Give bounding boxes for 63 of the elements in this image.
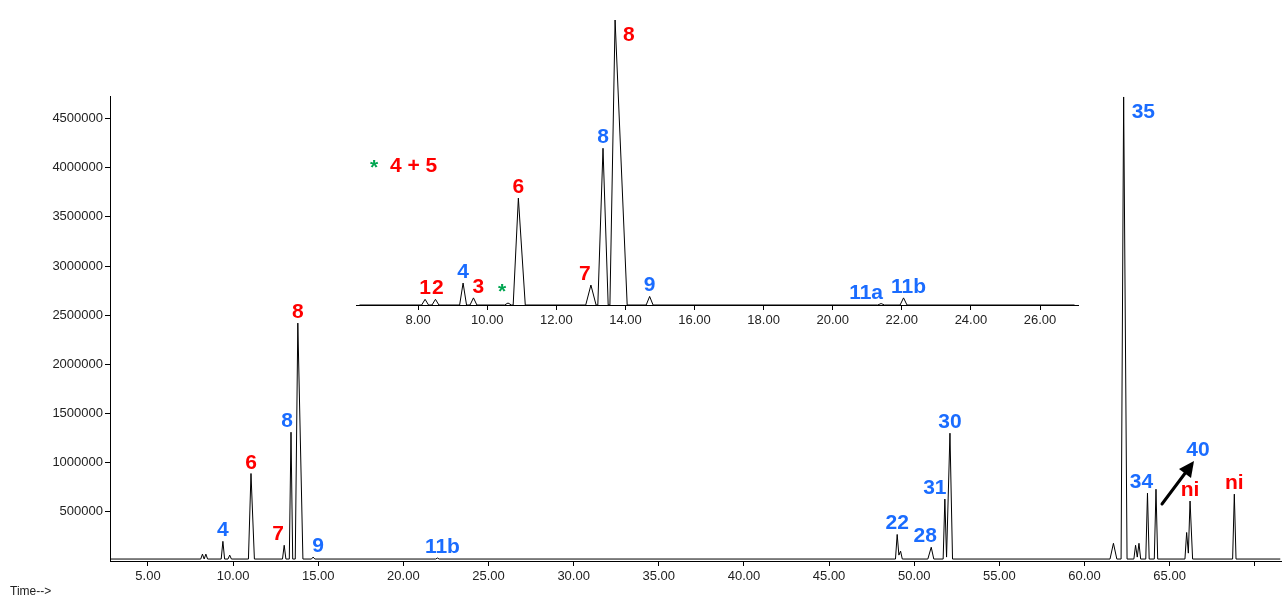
annotation: 7 — [579, 261, 591, 285]
y-tick-label: 2000000 — [52, 355, 103, 371]
annotation: 9 — [643, 272, 656, 296]
x-tick-label: 65.00 — [1153, 568, 1186, 584]
annotation: 34 — [1129, 469, 1154, 493]
x-tick-label: 55.00 — [983, 568, 1016, 584]
x-tick-label: 25.00 — [472, 568, 505, 584]
annotation: * — [369, 155, 379, 178]
x-axis-title: Time--> — [10, 584, 52, 598]
y-tick-label: 1500000 — [52, 405, 103, 421]
y-tick-label: 3000000 — [52, 257, 103, 273]
annotation: 8 — [597, 124, 610, 148]
y-tick-label: 2500000 — [52, 306, 103, 322]
annotation: 7 — [272, 521, 285, 545]
annotation: 8 — [623, 22, 636, 45]
x-tick-label: 16.00 — [678, 312, 711, 328]
annotation: 11a — [849, 279, 884, 303]
annotation: 8 — [281, 408, 294, 432]
x-tick-label: 60.00 — [1068, 568, 1101, 584]
annotation: 6 — [245, 449, 257, 473]
x-tick-label: 18.00 — [747, 312, 780, 328]
y-tick-label: 3500000 — [52, 208, 103, 224]
annotation: ni — [1224, 470, 1244, 494]
x-tick-label: 22.00 — [885, 312, 919, 328]
x-tick-label: 45.00 — [812, 568, 846, 584]
x-tick-label: 40.00 — [727, 568, 761, 584]
annotation: 28 — [913, 523, 938, 547]
x-tick-label: 50.00 — [897, 568, 931, 584]
x-tick-label: 24.00 — [954, 312, 988, 328]
annotation: * — [497, 279, 507, 303]
annotation: 4 + 5 — [390, 153, 438, 176]
x-tick-label: 35.00 — [642, 568, 676, 584]
y-tick-label: 4000000 — [52, 159, 103, 175]
x-tick-label: 8.00 — [405, 312, 431, 328]
x-tick-label: 20.00 — [387, 568, 420, 584]
y-tick-label: 4500000 — [52, 110, 103, 126]
annotation: 1 — [419, 275, 432, 299]
annotation: 3 — [472, 273, 485, 297]
annotation: 11b — [424, 534, 460, 558]
y-tick-label: 500000 — [59, 503, 103, 519]
annotation: 11b — [891, 273, 927, 297]
y-tick-label: 1000000 — [52, 454, 103, 470]
annotation: 22 — [885, 510, 909, 534]
annotation: 6 — [512, 174, 525, 198]
annotation: 2 — [431, 275, 444, 299]
annotation: 30 — [938, 409, 962, 433]
annotation: 40 — [1186, 437, 1210, 460]
x-tick-label: 15.00 — [301, 568, 335, 584]
x-tick-label: 30.00 — [557, 568, 590, 584]
annotation: 35 — [1131, 98, 1156, 122]
x-tick-label: 5.00 — [135, 568, 161, 584]
annotation: 8 — [291, 299, 304, 323]
x-tick-label: 10.00 — [216, 568, 250, 584]
x-tick-label: 12.00 — [540, 312, 573, 328]
annotation: 31 — [923, 475, 947, 499]
annotation: ni — [1180, 477, 1200, 501]
x-tick-label: 14.00 — [609, 312, 642, 328]
annotation: 9 — [312, 533, 324, 557]
annotation: 4 — [217, 517, 230, 541]
x-tick-label: 10.00 — [471, 312, 504, 328]
x-tick-label: 20.00 — [816, 312, 849, 328]
x-tick-label: 26.00 — [1023, 312, 1057, 328]
annotation: 4 — [457, 259, 470, 283]
